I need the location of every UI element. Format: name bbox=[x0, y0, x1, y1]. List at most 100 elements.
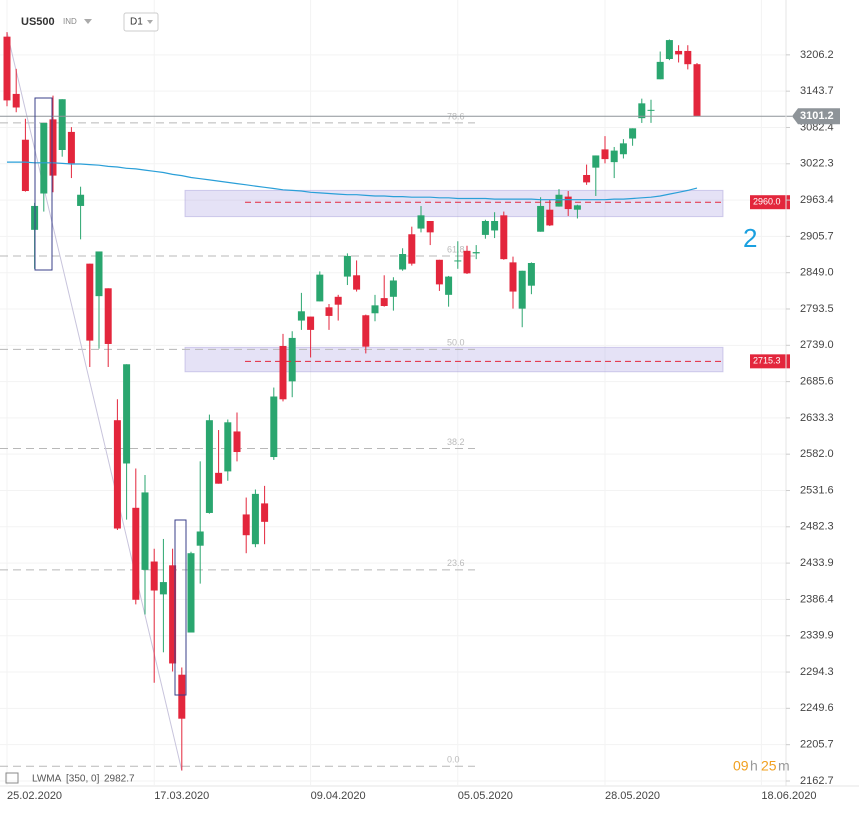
grid-layer bbox=[0, 0, 786, 785]
indicator-icon[interactable] bbox=[5, 772, 19, 784]
candle-body bbox=[3, 36, 11, 101]
candle-body bbox=[684, 50, 692, 65]
candle-body bbox=[325, 307, 333, 316]
y-tick-label: 2482.3 bbox=[800, 521, 834, 533]
dropdown-arrow[interactable] bbox=[147, 20, 153, 24]
candle-body bbox=[58, 99, 66, 150]
symbol-type: IND bbox=[63, 17, 77, 26]
candle-body bbox=[297, 311, 305, 321]
candle-body bbox=[601, 149, 609, 160]
level-label-box bbox=[750, 195, 790, 210]
candle-body bbox=[399, 254, 407, 270]
y-tick-label: 2849.0 bbox=[800, 267, 834, 279]
candle-body bbox=[316, 274, 324, 302]
candle-body bbox=[49, 119, 57, 176]
zone bbox=[184, 189, 724, 218]
current-price-box bbox=[792, 108, 840, 125]
candle-body bbox=[371, 305, 379, 314]
x-tick-label: 25.02.2020 bbox=[7, 790, 62, 802]
candle-body bbox=[123, 364, 131, 464]
y-tick-label: 2294.3 bbox=[800, 666, 834, 678]
candle-body bbox=[619, 143, 627, 155]
candle-body bbox=[288, 337, 296, 382]
candle-body bbox=[445, 276, 453, 295]
overlay-layer: 2960.0 2715.3 bbox=[0, 115, 792, 369]
x-tick-label: 28.05.2020 bbox=[605, 790, 660, 802]
candle-body bbox=[417, 215, 425, 229]
candle-body bbox=[555, 194, 563, 207]
countdown-unit: m bbox=[778, 758, 790, 774]
annotation-box bbox=[174, 519, 187, 696]
candle-body bbox=[169, 565, 177, 664]
y-tick-label: 2739.0 bbox=[800, 339, 834, 351]
y-tick-label: 2162.7 bbox=[800, 775, 834, 787]
candle-body bbox=[463, 250, 471, 274]
candle-body bbox=[454, 260, 462, 262]
candle-body bbox=[472, 252, 480, 254]
candle-body bbox=[261, 503, 269, 522]
fib-label: 38.2 bbox=[447, 437, 465, 447]
y-tick-label: 2205.7 bbox=[800, 739, 834, 751]
candle-body bbox=[583, 174, 591, 183]
y-tick-label: 2249.6 bbox=[800, 702, 834, 714]
candle-body bbox=[12, 93, 20, 108]
candle-body bbox=[656, 61, 664, 80]
timeframe[interactable]: D1 bbox=[130, 17, 143, 28]
candle-body bbox=[389, 280, 397, 297]
indicator-value: 2982.7 bbox=[104, 774, 135, 785]
fib-label: 0.0 bbox=[447, 755, 460, 765]
candles-layer bbox=[3, 32, 701, 771]
candle-body bbox=[77, 194, 85, 206]
candle-body bbox=[279, 345, 287, 400]
countdown-hours: 09 bbox=[733, 758, 749, 774]
candle-body bbox=[334, 296, 342, 305]
candle-body bbox=[573, 205, 581, 210]
candle-body bbox=[113, 420, 121, 529]
fib-label: 61.8 bbox=[447, 244, 465, 254]
candle-body bbox=[564, 196, 572, 210]
candle-body bbox=[537, 205, 545, 232]
y-tick-label: 2685.6 bbox=[800, 376, 834, 388]
candle-body bbox=[481, 220, 489, 235]
candle-body bbox=[132, 507, 140, 600]
timeframe-box[interactable] bbox=[123, 12, 159, 32]
candle-body bbox=[362, 315, 370, 347]
y-tick-label: 2582.0 bbox=[800, 448, 834, 460]
candle-body bbox=[178, 674, 186, 719]
annotation-box bbox=[34, 97, 53, 271]
fibonacci-layer: 78.661.850.038.223.60.0 bbox=[0, 31, 475, 771]
candle-body bbox=[141, 492, 149, 570]
y-tick-label: 2793.5 bbox=[800, 303, 834, 315]
candle-body bbox=[647, 109, 655, 111]
lwma-line bbox=[7, 161, 698, 201]
y-tick-label: 2433.9 bbox=[800, 557, 834, 569]
y-tick-label: 2633.3 bbox=[800, 412, 834, 424]
candle-body bbox=[21, 139, 29, 192]
candle-body bbox=[665, 40, 673, 60]
dropdown-arrow[interactable] bbox=[84, 19, 92, 24]
candle-body bbox=[353, 275, 361, 290]
y-tick-label: 2386.4 bbox=[800, 593, 834, 605]
candle-body bbox=[509, 262, 517, 292]
annotation-label: 2 bbox=[743, 223, 757, 253]
y-tick-label: 2905.7 bbox=[800, 230, 834, 242]
zones-layer bbox=[184, 189, 724, 373]
candle-body bbox=[343, 255, 351, 277]
y-tick-label: 3082.4 bbox=[800, 121, 834, 133]
candle-body bbox=[307, 316, 315, 330]
current-price-label: 3101.2 bbox=[800, 110, 834, 122]
y-tick-label: 3143.7 bbox=[800, 85, 834, 97]
candle-body bbox=[86, 263, 94, 341]
candle-body bbox=[242, 514, 250, 536]
x-tick-label: 09.04.2020 bbox=[311, 790, 366, 802]
fib-label: 23.6 bbox=[447, 558, 465, 568]
candle-body bbox=[150, 561, 158, 591]
x-tick-label: 18.06.2020 bbox=[761, 790, 816, 802]
candle-body bbox=[224, 422, 232, 472]
candle-body bbox=[67, 131, 75, 164]
indicator-name: LWMA bbox=[32, 774, 62, 785]
symbol[interactable]: US500 bbox=[21, 16, 55, 28]
y-tick-label: 2531.6 bbox=[800, 484, 834, 496]
indicator-params: [350, 0] bbox=[66, 774, 100, 785]
